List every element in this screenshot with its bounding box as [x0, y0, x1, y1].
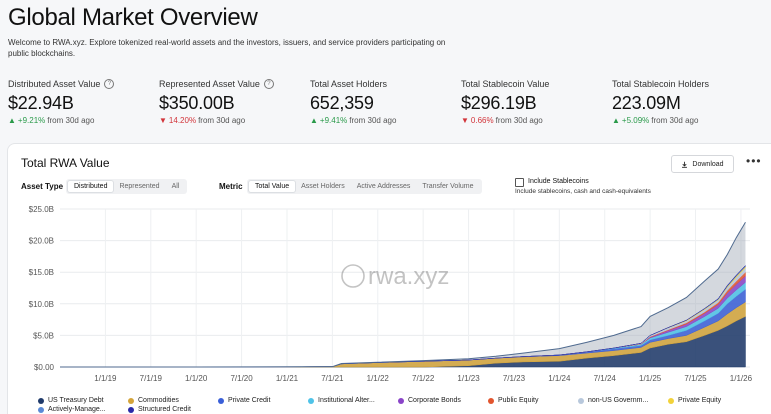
- legend-item[interactable]: Public Equity: [488, 397, 578, 404]
- info-icon[interactable]: ?: [104, 79, 115, 89]
- stat-card: Total Asset Holders 652,359 ▲ +9.41% from 30…: [310, 78, 461, 125]
- legend-dot: [38, 406, 44, 413]
- include-stablecoins-checkbox[interactable]: [515, 178, 524, 187]
- include-stablecoins-desc: Include stablecoins, cash and cash-equiv…: [515, 188, 651, 195]
- asset-type-distributed[interactable]: Distributed: [68, 181, 114, 192]
- x-tick-label: 7/1/25: [684, 374, 707, 383]
- y-tick-label: $0.00: [34, 363, 55, 372]
- stat-value: 652,359: [310, 93, 374, 113]
- asset-type-selector: Distributed Represented All: [66, 179, 188, 194]
- legend-dot: [488, 397, 494, 404]
- metric-asset-holders[interactable]: Asset Holders: [301, 183, 345, 190]
- legend-dot: [218, 397, 224, 404]
- legend-item[interactable]: non-US Governm...: [578, 397, 668, 404]
- stat-label: Distributed Asset Value?: [8, 78, 159, 90]
- metric-transfer-volume[interactable]: Transfer Volume: [422, 183, 474, 190]
- stat-change: ▲ +9.41% from 30d ago: [310, 116, 397, 125]
- stat-change: ▼ 0.66% from 30d ago: [461, 116, 543, 125]
- arrow-down-icon: ▼: [461, 116, 469, 125]
- y-tick-label: $20.0B: [29, 237, 54, 246]
- stat-card: Total Stablecoin Value $296.19B ▼ 0.66% from…: [461, 78, 612, 125]
- info-icon[interactable]: ?: [263, 79, 274, 89]
- metric-active-addresses[interactable]: Active Addresses: [356, 183, 411, 190]
- page-subtitle: Welcome to RWA.xyz. Explore tokenized re…: [8, 38, 446, 58]
- x-tick-label: 1/1/20: [185, 374, 208, 383]
- arrow-up-icon: ▲: [310, 116, 318, 125]
- x-tick-label: 7/1/20: [230, 374, 253, 383]
- stats-row: Distributed Asset Value? $22.94B ▲ +9.21% fr…: [8, 78, 763, 125]
- stat-value: $350.00B: [159, 93, 235, 113]
- x-tick-label: 1/1/22: [367, 374, 390, 383]
- x-tick-label: 1/1/23: [457, 374, 480, 383]
- metric-label: Metric: [219, 182, 243, 191]
- legend-item[interactable]: Institutional Alter...: [308, 397, 398, 404]
- legend-dot: [38, 397, 44, 404]
- arrow-up-icon: ▲: [612, 116, 620, 125]
- y-tick-label: $15.0B: [29, 268, 54, 277]
- total-rwa-panel: Total RWA Value Download ••• Asset Type …: [7, 143, 771, 414]
- arrow-down-icon: ▼: [159, 116, 167, 125]
- legend-item[interactable]: Structured Credit: [128, 406, 218, 413]
- x-tick-label: 1/1/26: [730, 374, 753, 383]
- x-tick-label: 1/1/25: [639, 374, 662, 383]
- x-tick-label: 7/1/21: [321, 374, 344, 383]
- watermark-logo: rwa.xyz: [341, 263, 449, 290]
- stat-label: Represented Asset Value?: [159, 78, 310, 90]
- stat-value: 223.09M: [612, 93, 681, 113]
- legend-item[interactable]: US Treasury Debt: [38, 397, 128, 404]
- stat-card: Total Stablecoin Holders 223.09M ▲ +5.09% fr…: [612, 78, 763, 125]
- asset-type-label: Asset Type: [21, 182, 64, 191]
- panel-title: Total RWA Value: [21, 156, 110, 170]
- stat-label: Total Asset Holders: [310, 79, 388, 89]
- series-area-9: [60, 264, 746, 368]
- x-tick-label: 7/1/22: [412, 374, 435, 383]
- download-icon: [682, 161, 688, 168]
- legend-dot: [128, 406, 134, 413]
- legend-dot: [398, 397, 404, 404]
- metric-total-value[interactable]: Total Value: [249, 181, 296, 192]
- stat-card: Represented Asset Value? $350.00B ▼ 14.20% f…: [159, 78, 310, 125]
- stat-change: ▲ +9.21% from 30d ago: [8, 116, 95, 125]
- arrow-up-icon: ▲: [8, 116, 16, 125]
- stat-value: $22.94B: [8, 93, 74, 113]
- stat-card: Distributed Asset Value? $22.94B ▲ +9.21% fr…: [8, 78, 159, 125]
- metric-selector: Total Value Asset Holders Active Addresses…: [247, 179, 482, 194]
- download-label: Download: [692, 160, 724, 168]
- legend-item[interactable]: Private Equity: [668, 397, 758, 404]
- legend-dot: [128, 397, 134, 404]
- asset-type-all[interactable]: All: [171, 183, 180, 190]
- y-tick-label: $25.0B: [29, 205, 54, 214]
- stat-label: Total Stablecoin Value: [461, 79, 550, 89]
- chart-legend: US Treasury Debt Commodities Private Credi…: [38, 397, 768, 413]
- x-tick-label: 1/1/24: [548, 374, 571, 383]
- y-tick-label: $10.0B: [29, 300, 54, 309]
- stat-label: Total Stablecoin Holders: [612, 79, 710, 89]
- more-options-icon[interactable]: •••: [746, 154, 762, 168]
- stat-change: ▲ +5.09% from 30d ago: [612, 116, 699, 125]
- include-stablecoins-label: Include Stablecoins: [528, 178, 589, 185]
- stat-change: ▼ 14.20% from 30d ago: [159, 116, 246, 125]
- watermark-text: rwa.xyz: [368, 263, 449, 290]
- legend-item[interactable]: Corporate Bonds: [398, 397, 488, 404]
- rwa-area-chart[interactable]: $0.00 $5.0B $10.0B $15.0B $20.0B $25.0B 1/1/19…: [8, 199, 771, 399]
- x-tick-label: 1/1/21: [276, 374, 299, 383]
- page-title: Global Market Overview: [8, 4, 258, 31]
- x-tick-label: 7/1/24: [594, 374, 617, 383]
- x-tick-label: 7/1/23: [503, 374, 526, 383]
- legend-dot: [668, 397, 674, 404]
- legend-item[interactable]: Commodities: [128, 397, 218, 404]
- total-line: [60, 222, 746, 368]
- y-tick-label: $5.0B: [33, 331, 54, 340]
- legend-dot: [578, 397, 584, 404]
- stat-value: $296.19B: [461, 93, 537, 113]
- download-button[interactable]: Download: [671, 155, 734, 173]
- legend-dot: [308, 397, 314, 404]
- x-tick-label: 7/1/19: [140, 374, 163, 383]
- legend-item[interactable]: Private Credit: [218, 397, 308, 404]
- asset-type-represented[interactable]: Represented: [119, 183, 160, 190]
- legend-item[interactable]: Actively-Manage...: [38, 406, 128, 413]
- globe-icon: [341, 264, 365, 288]
- x-tick-label: 1/1/19: [94, 374, 117, 383]
